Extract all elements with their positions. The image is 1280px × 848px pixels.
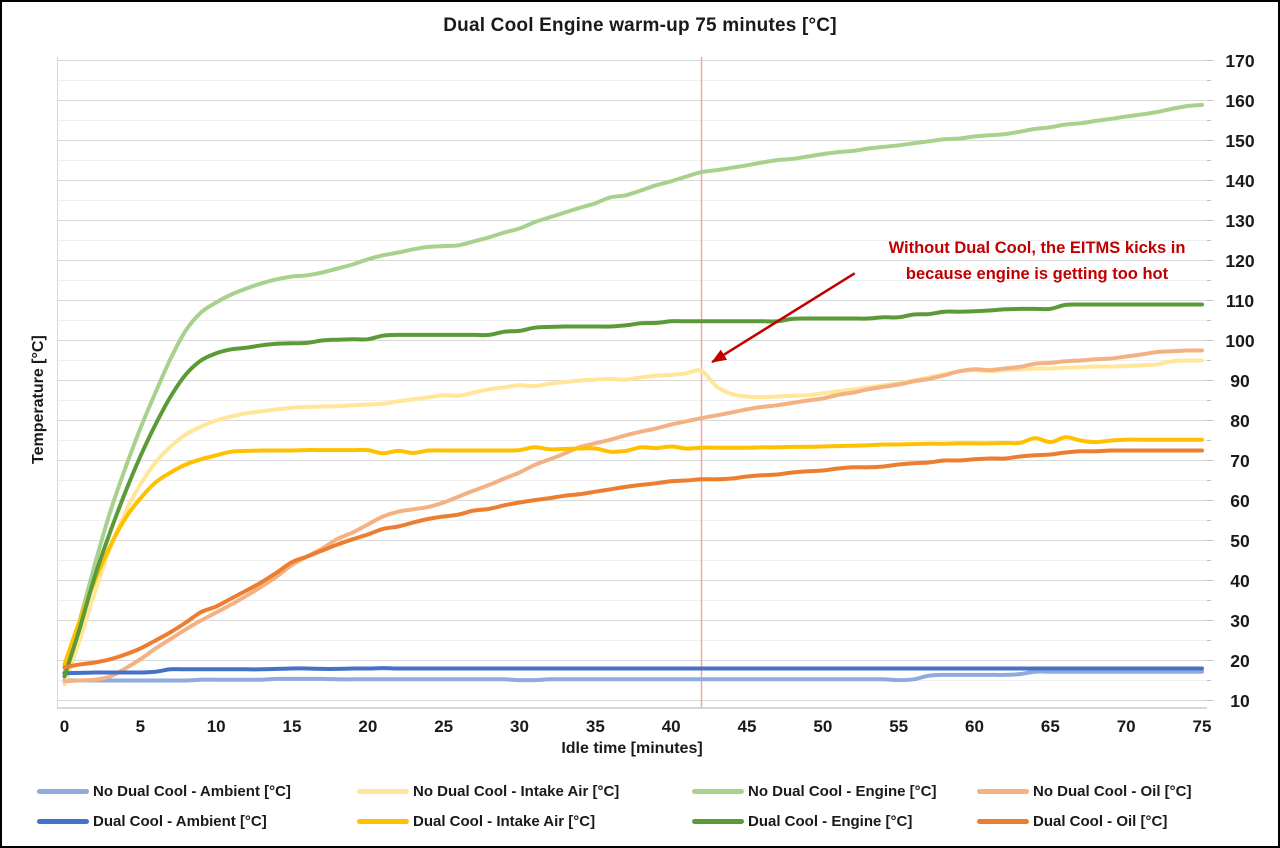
legend-swatch <box>357 818 409 824</box>
legend-item[interactable]: No Dual Cool - Oil [°C] <box>977 780 1191 802</box>
y-tick-label: 80 <box>1230 410 1250 431</box>
legend-item[interactable]: No Dual Cool - Intake Air [°C] <box>357 780 619 802</box>
x-tick-label: 65 <box>1040 717 1060 736</box>
x-tick-label: 30 <box>510 717 529 736</box>
x-tick-label: 5 <box>135 717 146 736</box>
x-tick-label: 35 <box>585 717 605 736</box>
y-tick-label: 150 <box>1225 130 1255 151</box>
legend-label: No Dual Cool - Intake Air [°C] <box>413 782 620 800</box>
x-tick-label: 15 <box>282 717 302 736</box>
y-tick-label: 70 <box>1230 450 1250 471</box>
y-tick-label: 20 <box>1230 650 1250 671</box>
series-line <box>62 666 1204 676</box>
x-tick-label: 20 <box>358 717 378 736</box>
legend-swatch <box>692 818 744 824</box>
legend-item[interactable]: Dual Cool - Intake Air [°C] <box>357 810 595 832</box>
x-tick-label: 50 <box>813 717 833 736</box>
annotation-callout: Without Dual Cool, the EITMS kicks in be… <box>847 235 1227 287</box>
annotation-text-line1: Without Dual Cool, the EITMS kicks in <box>888 239 1186 257</box>
legend-swatch <box>37 788 89 794</box>
y-tick-label: 170 <box>1225 50 1255 71</box>
chart-title: Dual Cool Engine warm-up 75 minutes [°C] <box>443 15 837 36</box>
legend-swatch <box>977 788 1029 794</box>
legend-swatch <box>37 818 89 824</box>
x-tick-label: 10 <box>206 717 226 736</box>
legend-label: Dual Cool - Engine [°C] <box>748 812 913 830</box>
y-tick-label: 10 <box>1230 690 1250 711</box>
x-tick-label: 60 <box>965 717 984 736</box>
series-line <box>62 448 1204 670</box>
y-tick-label: 120 <box>1225 250 1255 271</box>
legend-swatch <box>357 788 409 794</box>
legend-label: No Dual Cool - Ambient [°C] <box>93 782 291 800</box>
series-line <box>62 302 1204 679</box>
legend-label: Dual Cool - Intake Air [°C] <box>413 812 596 830</box>
series-line <box>62 348 1204 684</box>
y-tick-label: 100 <box>1225 330 1255 351</box>
y-tick-label: 140 <box>1225 170 1255 191</box>
x-tick-label: 75 <box>1192 717 1212 736</box>
legend-item[interactable]: No Dual Cool - Ambient [°C] <box>37 780 291 802</box>
legend-label: Dual Cool - Oil [°C] <box>1033 812 1168 830</box>
legend-label: No Dual Cool - Oil [°C] <box>1033 782 1192 800</box>
y-tick-label: 130 <box>1225 210 1255 231</box>
y-tick-label: 110 <box>1225 290 1255 311</box>
y-tick-label: 40 <box>1230 570 1250 591</box>
legend-label: Dual Cool - Ambient [°C] <box>93 812 267 830</box>
y-tick-label: 50 <box>1230 530 1250 551</box>
legend-label: No Dual Cool - Engine [°C] <box>748 782 937 800</box>
annotation-arrow <box>711 272 856 364</box>
x-tick-label: 0 <box>59 717 70 736</box>
legend-swatch <box>692 788 744 794</box>
legend-swatch <box>977 818 1029 824</box>
series-line <box>62 435 1204 667</box>
series-line <box>62 669 1204 683</box>
legend-item[interactable]: Dual Cool - Ambient [°C] <box>37 810 267 832</box>
legend-item[interactable]: No Dual Cool - Engine [°C] <box>692 780 936 802</box>
x-tick-label: 70 <box>1116 717 1136 736</box>
legend-item[interactable]: Dual Cool - Engine [°C] <box>692 810 912 832</box>
annotation-text-line2: because engine is getting too hot <box>905 265 1169 283</box>
legend-item[interactable]: Dual Cool - Oil [°C] <box>977 810 1167 832</box>
y-tick-label: 60 <box>1230 490 1250 511</box>
x-tick-label: 40 <box>661 717 681 736</box>
y-tick-label: 160 <box>1225 90 1255 111</box>
x-tick-label: 45 <box>737 717 757 736</box>
series-line <box>62 102 1204 675</box>
x-axis-title: Idle time [minutes] <box>561 740 703 757</box>
y-tick-label: 90 <box>1230 370 1250 391</box>
series-line <box>62 358 1204 687</box>
x-tick-label: 25 <box>434 717 454 736</box>
x-tick-label: 55 <box>889 717 909 736</box>
y-tick-label: 30 <box>1230 610 1250 631</box>
